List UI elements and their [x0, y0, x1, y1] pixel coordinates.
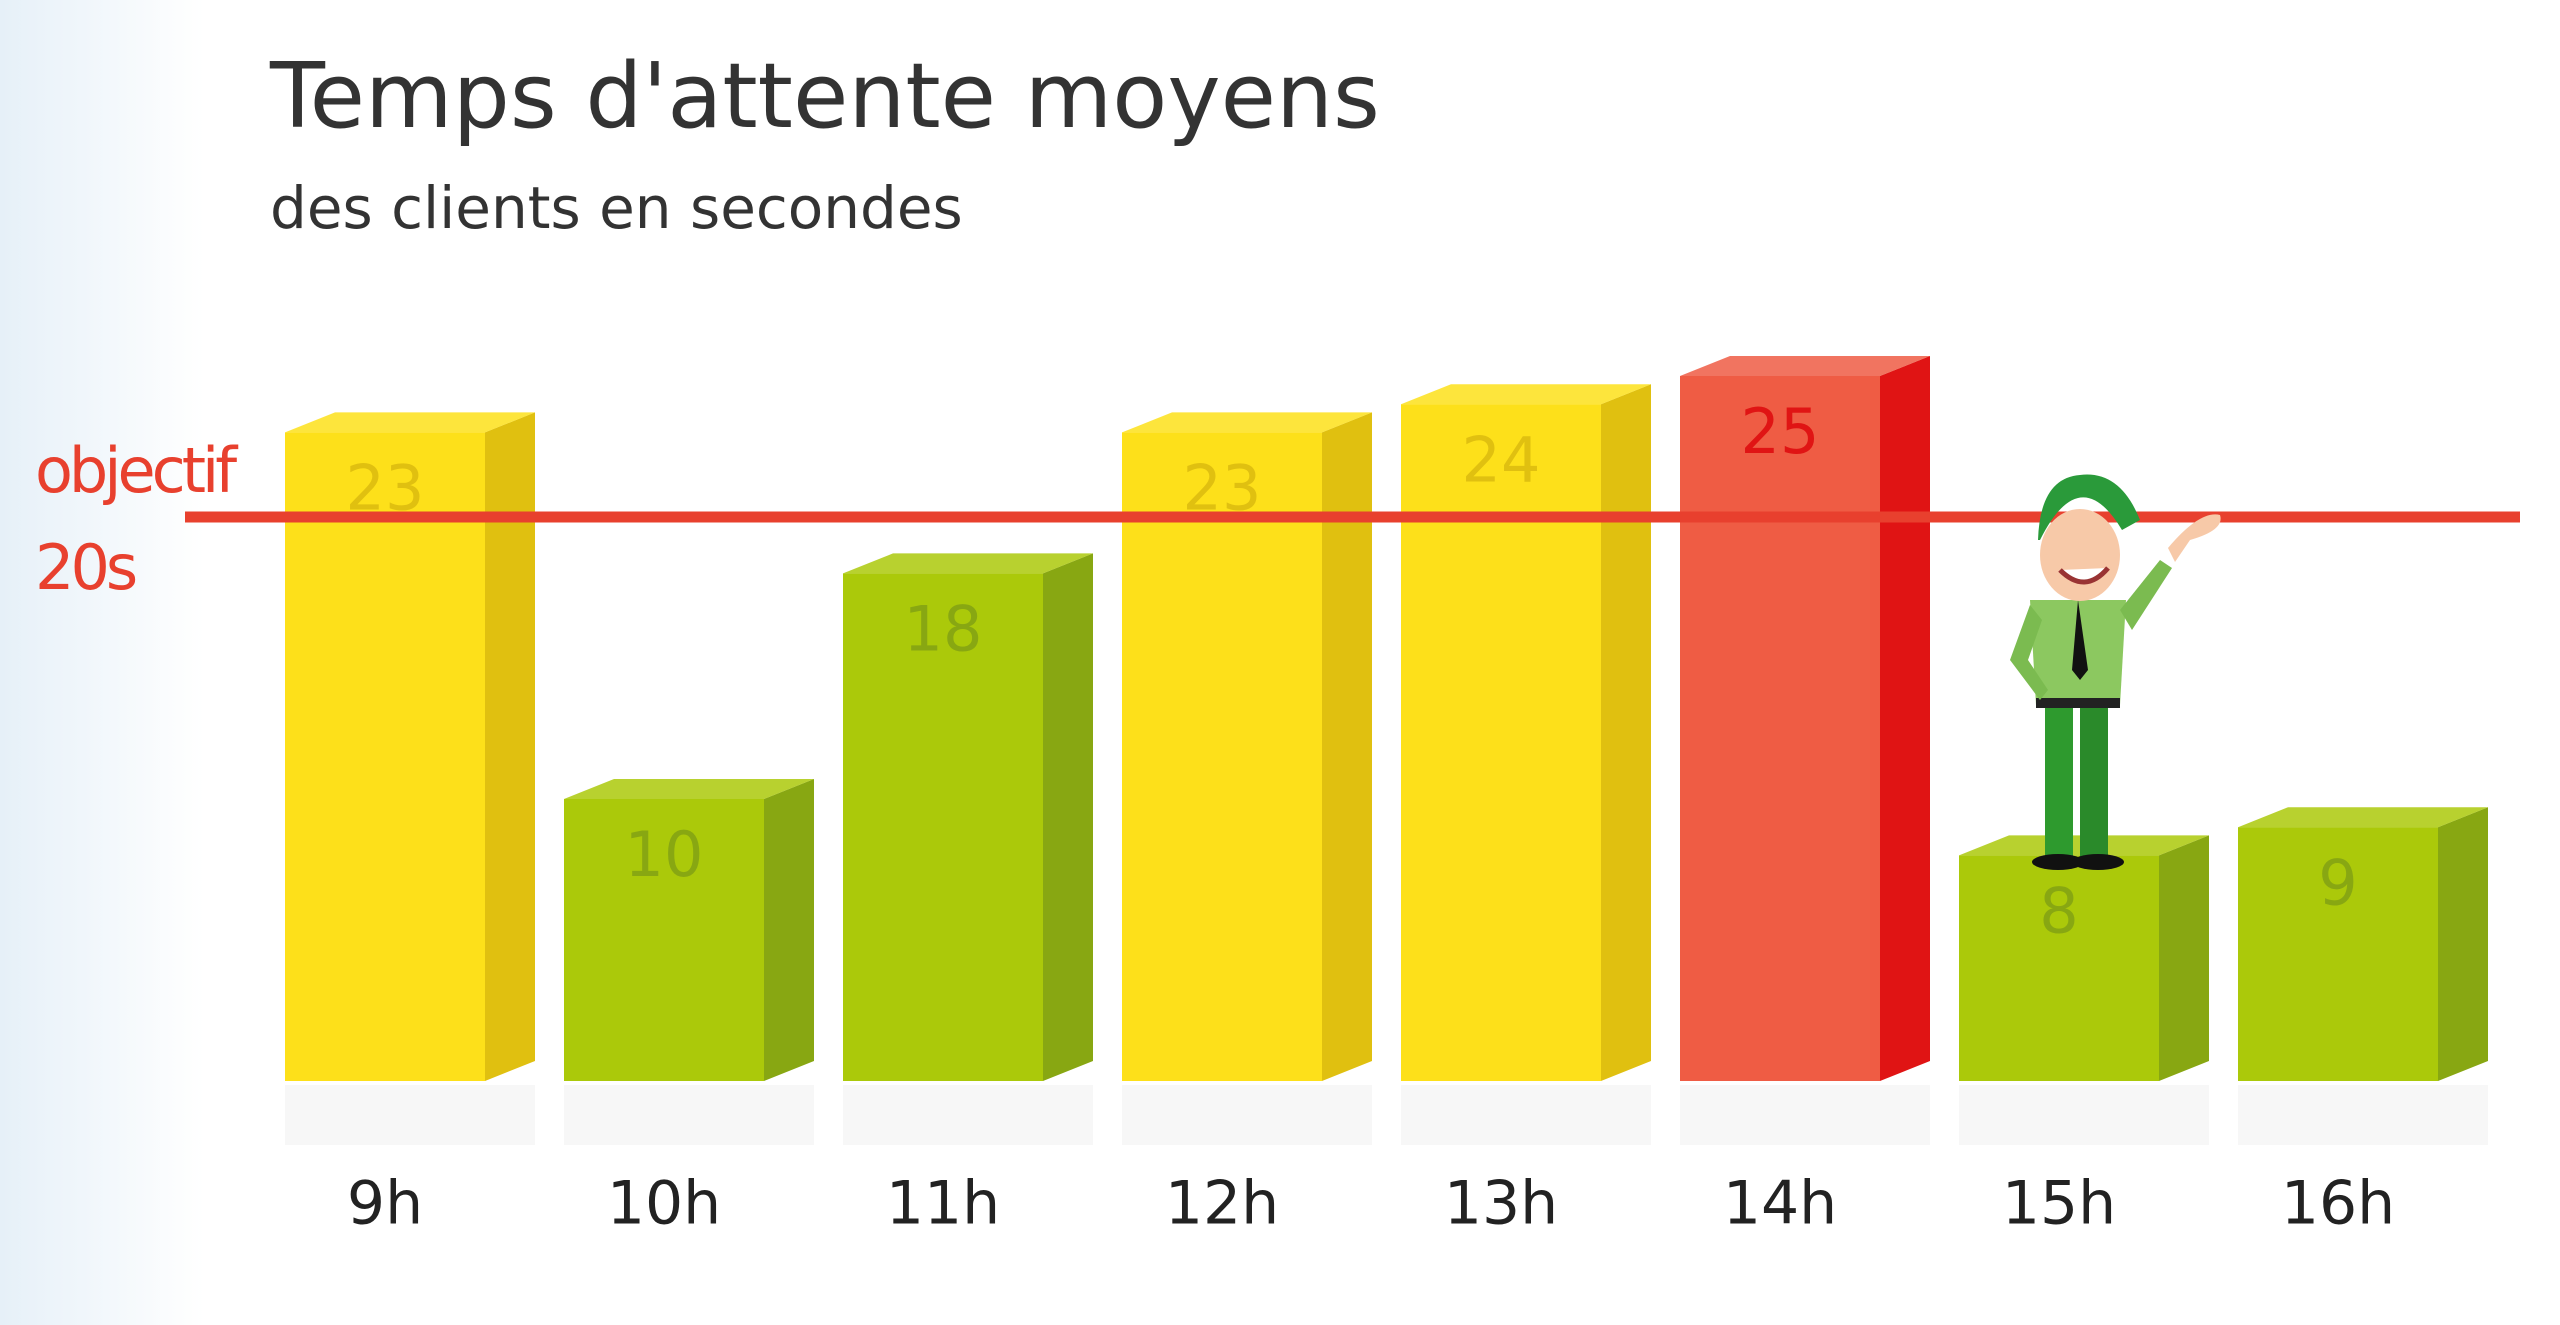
- bar-side: [1043, 553, 1093, 1081]
- target-label: objectif: [35, 434, 239, 507]
- smile: [2058, 566, 2110, 585]
- bar-top: [2238, 807, 2488, 828]
- bar-reflection: [1401, 1085, 1651, 1145]
- bar-side: [2438, 807, 2488, 1081]
- mascot: [2010, 474, 2221, 870]
- bar-side: [764, 779, 814, 1081]
- bar-side: [2159, 835, 2209, 1081]
- bar-top: [1680, 356, 1930, 376]
- head: [2040, 509, 2120, 601]
- bar: [285, 432, 485, 1081]
- bar: [1959, 855, 2159, 1081]
- chart-title: Temps d'attente moyens: [269, 44, 1380, 149]
- bar: [2238, 827, 2438, 1081]
- bar-top: [564, 779, 814, 799]
- arm: [2120, 560, 2172, 630]
- value-label: 25: [1741, 395, 1820, 468]
- bar-reflection: [843, 1085, 1093, 1145]
- x-tick-label: 12h: [1165, 1169, 1279, 1239]
- value-label: 8: [2039, 874, 2078, 947]
- bar-reflection: [1122, 1085, 1372, 1145]
- x-tick-label: 15h: [2002, 1169, 2116, 1239]
- leg: [2045, 700, 2073, 860]
- bar-side: [485, 412, 535, 1081]
- bar-side: [1880, 356, 1930, 1081]
- x-tick-label: 10h: [607, 1169, 721, 1239]
- shoe: [2072, 854, 2124, 870]
- leg: [2080, 700, 2108, 860]
- x-tick-label: 13h: [1444, 1169, 1558, 1239]
- shoe: [2032, 854, 2084, 870]
- cap: [2038, 474, 2140, 540]
- target-value-label: 20s: [35, 531, 136, 604]
- bar-reflection: [1680, 1085, 1930, 1145]
- bar-side: [1601, 384, 1651, 1081]
- belt: [2036, 698, 2120, 708]
- tie: [2072, 600, 2088, 680]
- bar-side: [1322, 412, 1372, 1081]
- arm: [2010, 605, 2048, 700]
- bar: [564, 799, 764, 1081]
- bar-reflection: [2238, 1085, 2488, 1145]
- bar: [1680, 376, 1880, 1081]
- bar-top: [1401, 384, 1651, 405]
- value-label: 18: [904, 592, 983, 665]
- bar-top: [285, 412, 535, 433]
- value-label: 24: [1462, 423, 1541, 496]
- bar-reflection: [564, 1085, 814, 1145]
- bar-reflection: [285, 1085, 535, 1145]
- bar: [843, 573, 1043, 1081]
- chart-subtitle: des clients en secondes: [270, 174, 963, 242]
- x-tick-label: 11h: [886, 1169, 1000, 1239]
- value-label: 10: [625, 818, 704, 891]
- x-tick-label: 9h: [347, 1169, 423, 1239]
- hand: [2168, 514, 2221, 562]
- x-tick-label: 14h: [1723, 1169, 1837, 1239]
- bar-top: [1122, 412, 1372, 433]
- bar-top: [843, 553, 1093, 574]
- bar: [1401, 404, 1601, 1081]
- bar: [1122, 432, 1322, 1081]
- x-tick-label: 16h: [2281, 1169, 2395, 1239]
- bar-reflection: [1959, 1085, 2209, 1145]
- value-label: 9: [2318, 846, 2357, 919]
